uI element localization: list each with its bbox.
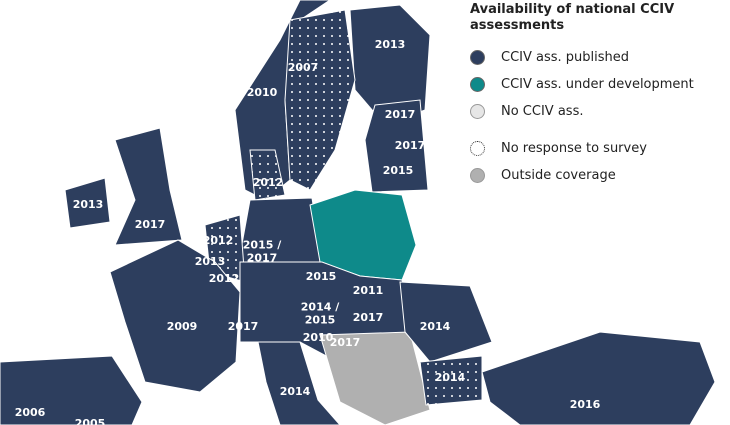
ireland: [64, 177, 111, 229]
year-label: 2010: [303, 331, 334, 344]
year-label: 2012: [203, 234, 234, 247]
year-label: 2014 /: [301, 301, 340, 314]
year-label: 2014: [420, 320, 451, 333]
legend-swatch: [470, 50, 485, 65]
legend-item: No CCIV ass.: [470, 98, 725, 125]
year-label: 2017: [135, 218, 166, 231]
legend-title: Availability of national CCIV assessment…: [470, 2, 675, 33]
year-label: 2015 /: [243, 239, 282, 252]
baltics: [364, 99, 429, 193]
legend-item: Outside coverage: [470, 162, 725, 189]
italy: [257, 341, 341, 425]
year-label: 2015: [306, 270, 337, 283]
year-label: 2015: [305, 314, 336, 327]
year-label: 2016: [570, 398, 601, 411]
year-label: 2013: [73, 198, 104, 211]
year-label: 2017: [353, 311, 384, 324]
legend-swatch: [470, 141, 485, 156]
year-label: 2005: [75, 417, 106, 425]
legend-label: No response to survey: [501, 141, 647, 156]
legend-item: No response to survey: [470, 135, 725, 162]
legend-label: CCIV ass. published: [501, 50, 630, 65]
finland: [349, 4, 431, 126]
year-label: 2010: [247, 86, 278, 99]
year-label: 2017: [385, 108, 416, 121]
legend-label: Outside coverage: [501, 168, 616, 183]
bulgaria: [419, 355, 483, 406]
iberia: [0, 355, 143, 425]
year-label: 2009: [167, 320, 198, 333]
year-label: 2017: [228, 320, 259, 333]
legend-label: No CCIV ass.: [501, 104, 584, 119]
france: [109, 239, 241, 393]
year-label: 2015: [383, 164, 414, 177]
year-label: 2011: [353, 284, 384, 297]
uk: [114, 127, 183, 246]
year-label: 2007: [288, 61, 319, 74]
year-label: 2014: [280, 385, 311, 398]
year-label: 2017: [395, 139, 426, 152]
year-label: 2012: [209, 272, 240, 285]
legend-label: CCIV ass. under development: [501, 77, 694, 92]
legend-swatch: [470, 104, 485, 119]
legend-swatch: [470, 168, 485, 183]
sweden: [284, 9, 356, 191]
denmark: [249, 149, 286, 201]
year-label: 2017: [330, 336, 361, 349]
year-label: 2012: [253, 176, 284, 189]
year-label: 2017: [247, 252, 278, 265]
year-label: 2014: [435, 371, 466, 384]
legend-item: CCIV ass. under development: [470, 71, 725, 98]
year-label: 2013: [195, 255, 226, 268]
turkey: [481, 331, 716, 425]
balkans: [319, 331, 431, 425]
year-label: 2006: [15, 406, 46, 419]
legend: Availability of national CCIV assessment…: [470, 2, 725, 189]
romania: [399, 281, 493, 363]
legend-item: CCIV ass. published: [470, 44, 725, 71]
year-label: 2013: [375, 38, 406, 51]
legend-swatch: [470, 77, 485, 92]
